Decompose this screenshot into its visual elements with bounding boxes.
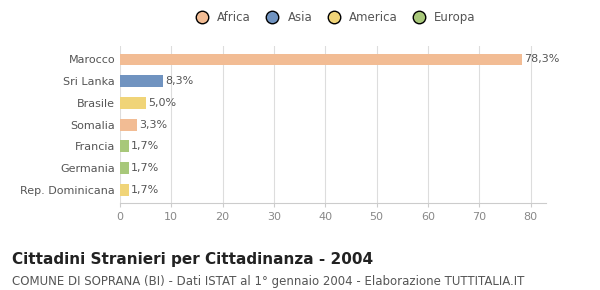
Bar <box>120 140 129 153</box>
Bar <box>120 97 146 109</box>
Text: 78,3%: 78,3% <box>524 55 560 64</box>
Bar <box>120 184 129 196</box>
Text: 1,7%: 1,7% <box>131 185 160 195</box>
Text: 3,3%: 3,3% <box>140 120 167 130</box>
Text: 5,0%: 5,0% <box>148 98 176 108</box>
Text: 8,3%: 8,3% <box>165 76 193 86</box>
Text: 1,7%: 1,7% <box>131 142 160 151</box>
Bar <box>120 119 137 131</box>
Text: COMUNE DI SOPRANA (BI) - Dati ISTAT al 1° gennaio 2004 - Elaborazione TUTTITALIA: COMUNE DI SOPRANA (BI) - Dati ISTAT al 1… <box>12 276 524 289</box>
Text: 1,7%: 1,7% <box>131 163 160 173</box>
Bar <box>120 54 522 66</box>
Text: Cittadini Stranieri per Cittadinanza - 2004: Cittadini Stranieri per Cittadinanza - 2… <box>12 252 373 267</box>
Bar <box>120 75 163 87</box>
Bar <box>120 162 129 174</box>
Legend: Africa, Asia, America, Europa: Africa, Asia, America, Europa <box>188 8 478 26</box>
